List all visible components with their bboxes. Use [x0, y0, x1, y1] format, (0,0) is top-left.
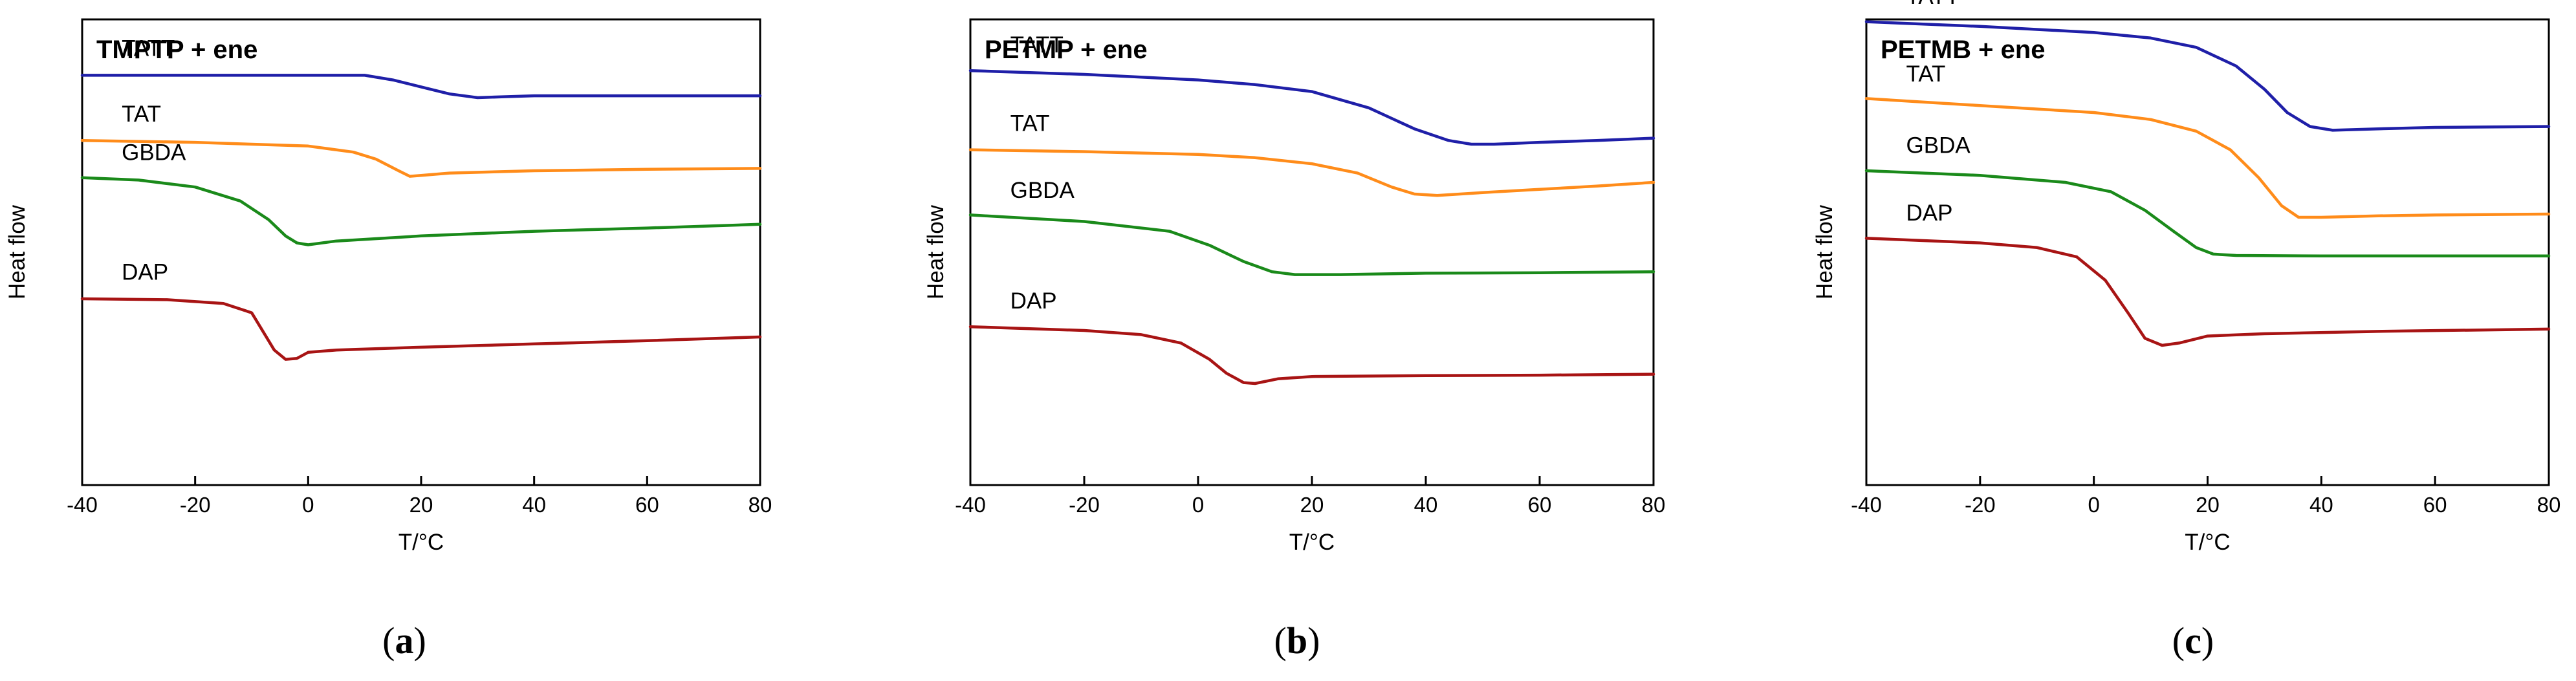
panel-c-curve-dap	[1864, 237, 2551, 347]
panel-b-x-tick-label: -20	[1069, 493, 1100, 517]
panel-a-series-label-dap: DAP	[122, 260, 168, 285]
panel-c-x-tick-label: 0	[2088, 493, 2099, 517]
panel-a-curve-dap	[80, 297, 762, 361]
panel-a-x-tick-label: 80	[748, 493, 772, 517]
panel-c-x-tick-label: -20	[1965, 493, 1996, 517]
panel-c-x-tick-label: -40	[1851, 493, 1882, 517]
panel-b-series-label-dap: DAP	[1010, 288, 1057, 314]
panel-c-caption: (c)	[2172, 620, 2214, 662]
panel-a-series-label-gbda: GBDA	[122, 140, 186, 165]
panel-b-series-label-tatt: TATT	[1010, 32, 1064, 58]
panel-a-title: TMPTP + ene	[96, 36, 257, 64]
panel-c-x-tick-label: 40	[2309, 493, 2333, 517]
panel-b-x-tick-label: 40	[1414, 493, 1438, 517]
panel-b-x-tick-label: 0	[1192, 493, 1204, 517]
panel-b-curve-tat	[968, 148, 1655, 197]
panel-a-curve-gbda	[80, 176, 762, 246]
panel-c-curve-gbda	[1864, 169, 2551, 258]
panel-c-curve-tat	[1864, 97, 2551, 219]
panel-c-series-label-tatt: TATT	[1906, 0, 1959, 9]
panel-b-x-tick-label: -40	[955, 493, 986, 517]
panel-c-title: PETMB + ene	[1881, 36, 2046, 64]
panel-b-plot-frame	[969, 18, 1655, 486]
panel-a-x-tick-label: 20	[409, 493, 433, 517]
panel-a-curve-tat	[80, 138, 762, 178]
panel-b-curve-dap	[968, 325, 1655, 385]
panel-a-x-tick-label: 0	[302, 493, 314, 517]
panel-c-x-tick-label: 80	[2537, 493, 2561, 517]
panel-b-y-axis-label: Heat flow	[923, 204, 948, 299]
panel-c-x-tick-label: 60	[2423, 493, 2447, 517]
panel-b-title: PETMP + ene	[985, 36, 1148, 64]
panel-a-caption: (a)	[382, 620, 426, 662]
panel-a-series-label-tatt: TATT	[122, 36, 175, 61]
panel-b-series-label-gbda: GBDA	[1010, 178, 1075, 203]
panel-c-series-label-gbda: GBDA	[1906, 133, 1971, 158]
panel-b-caption: (b)	[1274, 620, 1320, 662]
panel-a-x-tick-label: -20	[180, 493, 211, 517]
panel-a-series-label-tat: TAT	[122, 102, 161, 127]
panel-a-y-axis-label: Heat flow	[5, 204, 30, 299]
panel-b-x-tick-label: 60	[1528, 493, 1552, 517]
panel-a-x-tick-label: 60	[635, 493, 659, 517]
panel-b-x-tick-label: 80	[1642, 493, 1666, 517]
panel-a-curve-tatt	[80, 74, 762, 100]
panel-c-y-axis-label: Heat flow	[1812, 204, 1837, 299]
panel-b-curve-gbda	[968, 213, 1655, 276]
panel-c-x-axis-label: T/°C	[2185, 530, 2230, 555]
panel-a-x-tick-label: -40	[67, 493, 98, 517]
panel-c-series-label-tat: TAT	[1906, 61, 1946, 87]
panel-a-plot-frame	[81, 18, 761, 486]
panel-b-series-label-tat: TAT	[1010, 111, 1050, 136]
panel-b-x-axis-label: T/°C	[1289, 530, 1335, 555]
panel-c-x-tick-label: 20	[2196, 493, 2220, 517]
panel-b-x-tick-label: 20	[1300, 493, 1324, 517]
panel-b-curve-tatt	[968, 69, 1655, 146]
panel-a-x-axis-label: T/°C	[398, 530, 444, 555]
panel-c-series-label-dap: DAP	[1906, 200, 1953, 226]
panel-c-curve-tatt	[1864, 20, 2551, 132]
panel-a-x-tick-label: 40	[522, 493, 546, 517]
